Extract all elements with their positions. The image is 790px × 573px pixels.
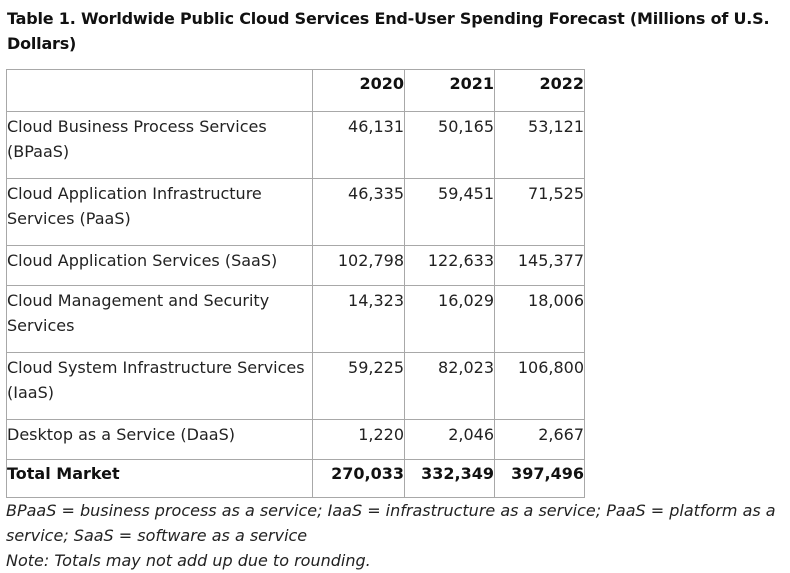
table-row: Cloud Business Process Services (BPaaS) … bbox=[6, 111, 585, 179]
row-label: Cloud Business Process Services (BPaaS) bbox=[6, 111, 313, 179]
cell-2021: 2,046 bbox=[404, 419, 495, 460]
cell-2022: 2,667 bbox=[494, 419, 585, 460]
table-row: Cloud Application Services (SaaS) 102,79… bbox=[6, 245, 585, 286]
total-row: Total Market 270,033 332,349 397,496 bbox=[6, 459, 585, 498]
cell-2020: 59,225 bbox=[312, 352, 405, 420]
table-caption: Table 1. Worldwide Public Cloud Services… bbox=[7, 9, 770, 53]
table-notes: BPaaS = business process as a service; I… bbox=[6, 498, 788, 573]
header-cell-2022: 2022 bbox=[494, 69, 585, 112]
table-row: Cloud System Infrastructure Services (Ia… bbox=[6, 352, 585, 420]
table-row: Desktop as a Service (DaaS) 1,220 2,046 … bbox=[6, 419, 585, 460]
total-2020: 270,033 bbox=[312, 459, 405, 498]
table-header-row: 2020 2021 2022 bbox=[6, 69, 585, 112]
cell-2021: 50,165 bbox=[404, 111, 495, 179]
cell-2020: 102,798 bbox=[312, 245, 405, 286]
cell-2020: 46,131 bbox=[312, 111, 405, 179]
row-label: Desktop as a Service (DaaS) bbox=[6, 419, 313, 460]
rounding-note: Note: Totals may not add up due to round… bbox=[6, 551, 371, 570]
total-label: Total Market bbox=[6, 459, 313, 498]
table-row: Cloud Application Infrastructure Service… bbox=[6, 178, 585, 246]
spending-forecast-table: 2020 2021 2022 Cloud Business Process Se… bbox=[6, 69, 585, 498]
header-cell-empty bbox=[6, 69, 313, 112]
cell-2022: 145,377 bbox=[494, 245, 585, 286]
header-cell-2021: 2021 bbox=[404, 69, 495, 112]
cell-2020: 46,335 bbox=[312, 178, 405, 246]
total-2022: 397,496 bbox=[494, 459, 585, 498]
cell-2022: 71,525 bbox=[494, 178, 585, 246]
total-2021: 332,349 bbox=[404, 459, 495, 498]
cell-2020: 14,323 bbox=[312, 285, 405, 353]
cell-2022: 106,800 bbox=[494, 352, 585, 420]
header-cell-2020: 2020 bbox=[312, 69, 405, 112]
cell-2021: 122,633 bbox=[404, 245, 495, 286]
cell-2022: 18,006 bbox=[494, 285, 585, 353]
table-row: Cloud Management and Security Services 1… bbox=[6, 285, 585, 353]
abbreviations-note: BPaaS = business process as a service; I… bbox=[6, 501, 776, 545]
row-label: Cloud Management and Security Services bbox=[6, 285, 313, 353]
cell-2020: 1,220 bbox=[312, 419, 405, 460]
row-label: Cloud Application Services (SaaS) bbox=[6, 245, 313, 286]
row-label: Cloud System Infrastructure Services (Ia… bbox=[6, 352, 313, 420]
row-label: Cloud Application Infrastructure Service… bbox=[6, 178, 313, 246]
cell-2021: 59,451 bbox=[404, 178, 495, 246]
cell-2021: 82,023 bbox=[404, 352, 495, 420]
cell-2022: 53,121 bbox=[494, 111, 585, 179]
cell-2021: 16,029 bbox=[404, 285, 495, 353]
